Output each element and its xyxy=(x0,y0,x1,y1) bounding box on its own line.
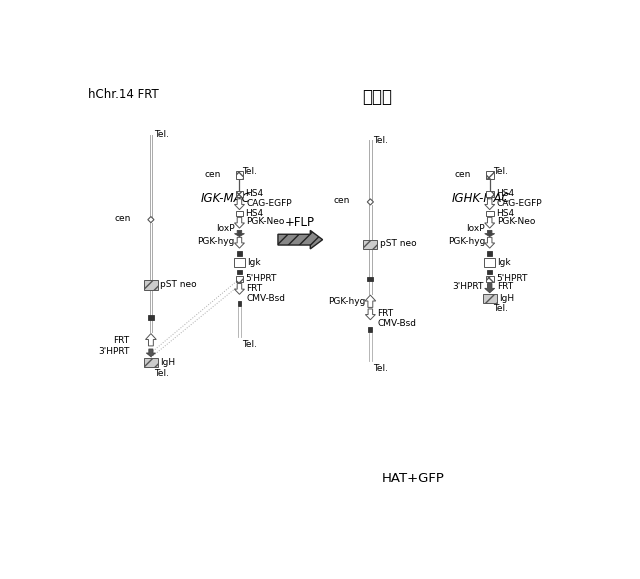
Polygon shape xyxy=(484,199,495,210)
Text: Tel.: Tel. xyxy=(243,167,257,176)
Text: CMV-Bsd: CMV-Bsd xyxy=(378,319,416,328)
Polygon shape xyxy=(365,309,375,320)
Bar xyxy=(486,191,493,197)
Text: cen: cen xyxy=(115,214,131,222)
Bar xyxy=(236,171,243,179)
Bar xyxy=(236,191,243,197)
Bar xyxy=(236,276,243,282)
Text: HS4: HS4 xyxy=(246,209,264,218)
Text: FRT: FRT xyxy=(378,309,394,318)
Text: cen: cen xyxy=(455,170,471,179)
Text: CMV-Bsd: CMV-Bsd xyxy=(246,294,285,303)
Text: 5'HPRT: 5'HPRT xyxy=(496,274,527,283)
Polygon shape xyxy=(278,230,323,249)
Text: $\mathit{\/\/}$: $\mathit{\/\/}$ xyxy=(241,260,243,266)
Text: Tel.: Tel. xyxy=(154,369,169,378)
Polygon shape xyxy=(484,217,495,228)
Text: PGK-hyg: PGK-hyg xyxy=(198,237,235,247)
Bar xyxy=(486,276,493,282)
Text: pST neo: pST neo xyxy=(160,280,196,289)
Text: IgH: IgH xyxy=(160,358,175,367)
Text: loxP: loxP xyxy=(467,225,485,233)
Polygon shape xyxy=(234,199,244,210)
Text: Tel.: Tel. xyxy=(373,364,388,373)
Text: FRT: FRT xyxy=(113,336,129,345)
Text: hChr.14 FRT: hChr.14 FRT xyxy=(88,88,159,101)
Text: IGHK-MAC: IGHK-MAC xyxy=(451,192,510,205)
Text: Igk: Igk xyxy=(497,258,511,267)
Bar xyxy=(483,294,497,303)
Polygon shape xyxy=(484,237,495,248)
Polygon shape xyxy=(234,217,244,228)
Text: HS4: HS4 xyxy=(496,209,514,218)
Text: PGK-hyg: PGK-hyg xyxy=(448,237,485,247)
Text: IGK-MAC: IGK-MAC xyxy=(201,192,251,205)
Polygon shape xyxy=(145,334,156,346)
Bar xyxy=(237,251,242,256)
Polygon shape xyxy=(365,295,376,307)
Bar xyxy=(488,251,492,256)
Text: cen: cen xyxy=(334,196,350,205)
Polygon shape xyxy=(484,230,495,237)
Polygon shape xyxy=(148,217,154,223)
Text: HAT+GFP: HAT+GFP xyxy=(381,472,444,485)
Bar xyxy=(367,277,373,281)
Polygon shape xyxy=(234,237,244,248)
Text: Igk: Igk xyxy=(247,258,260,267)
Bar xyxy=(234,258,245,267)
Text: FRT: FRT xyxy=(497,282,513,291)
Bar xyxy=(144,358,158,368)
Bar xyxy=(364,240,378,249)
Bar xyxy=(148,315,154,320)
Text: IgH: IgH xyxy=(499,294,514,303)
Text: HS4: HS4 xyxy=(496,189,514,198)
Text: Tel.: Tel. xyxy=(493,303,508,313)
Polygon shape xyxy=(234,230,244,237)
Text: PGK-Neo: PGK-Neo xyxy=(497,218,535,226)
Text: $\mathit{\/\/}$: $\mathit{\/\/}$ xyxy=(491,260,493,266)
Text: Tel.: Tel. xyxy=(373,137,388,145)
Text: Tel.: Tel. xyxy=(154,130,169,140)
Text: pST neo: pST neo xyxy=(380,239,416,248)
Bar xyxy=(486,211,493,216)
Bar xyxy=(237,301,241,306)
Bar xyxy=(237,270,242,274)
Text: cen: cen xyxy=(205,170,221,179)
Text: loxP: loxP xyxy=(216,225,235,233)
Text: CAG-EGFP: CAG-EGFP xyxy=(246,199,292,208)
Text: CAG-EGFP: CAG-EGFP xyxy=(497,199,542,208)
Bar xyxy=(488,270,492,274)
Text: 3'HPRT: 3'HPRT xyxy=(452,282,484,291)
Polygon shape xyxy=(367,199,373,205)
Bar xyxy=(369,327,372,332)
Polygon shape xyxy=(484,284,495,293)
Text: Tel.: Tel. xyxy=(243,340,257,349)
Polygon shape xyxy=(234,284,244,294)
Text: FRT: FRT xyxy=(246,284,262,292)
Text: 3'HPRT: 3'HPRT xyxy=(98,347,129,356)
Bar xyxy=(486,171,493,179)
Text: PGK-hyg: PGK-hyg xyxy=(328,297,365,306)
Text: +FLP: +FLP xyxy=(285,216,314,229)
Text: 5'HPRT: 5'HPRT xyxy=(246,274,277,283)
Polygon shape xyxy=(147,349,156,357)
Text: PGK-Neo: PGK-Neo xyxy=(246,218,285,226)
Text: HS4: HS4 xyxy=(246,189,264,198)
Text: Tel.: Tel. xyxy=(493,167,508,176)
Bar xyxy=(236,211,243,216)
Bar xyxy=(484,258,495,267)
Text: 副産物: 副産物 xyxy=(363,88,393,106)
Bar xyxy=(144,280,158,290)
